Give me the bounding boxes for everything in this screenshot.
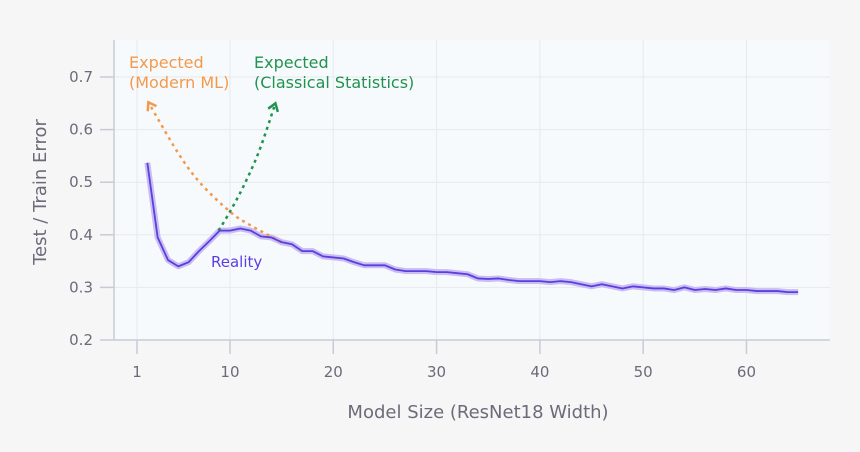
x-tick-label: 30: [427, 363, 446, 381]
expected-classical-arrowhead: [267, 101, 280, 113]
y-tick-label: 0.4: [69, 226, 93, 244]
x-tick-label: 10: [220, 363, 239, 381]
y-axis-label: Test / Train Error: [30, 119, 51, 266]
y-tick-label: 0.5: [69, 173, 93, 191]
y-tick-label: 0.3: [69, 278, 93, 296]
x-tick-label: 40: [530, 363, 549, 381]
annotation-reality: Reality: [211, 253, 262, 271]
x-tick-label: 20: [324, 363, 343, 381]
reality-line: [146, 162, 799, 294]
x-tick-label: 50: [634, 363, 653, 381]
annotation-classical-line2: (Classical Statistics): [254, 73, 414, 92]
y-tick-label: 0.2: [69, 331, 93, 349]
x-tick-label: 60: [737, 363, 756, 381]
x-tick-label: 1: [132, 363, 142, 381]
expected-modern-ml-arrowhead: [146, 100, 158, 112]
x-axis-label: Model Size (ResNet18 Width): [347, 402, 608, 423]
annotation-modern-line1: Expected: [129, 53, 204, 72]
y-tick-label: 0.7: [69, 68, 93, 86]
expected-classical-line: [217, 102, 277, 232]
y-tick-label: 0.6: [69, 121, 93, 139]
annotation-modern-line2: (Modern ML): [129, 73, 229, 92]
annotation-classical-line1: Expected: [254, 53, 329, 72]
